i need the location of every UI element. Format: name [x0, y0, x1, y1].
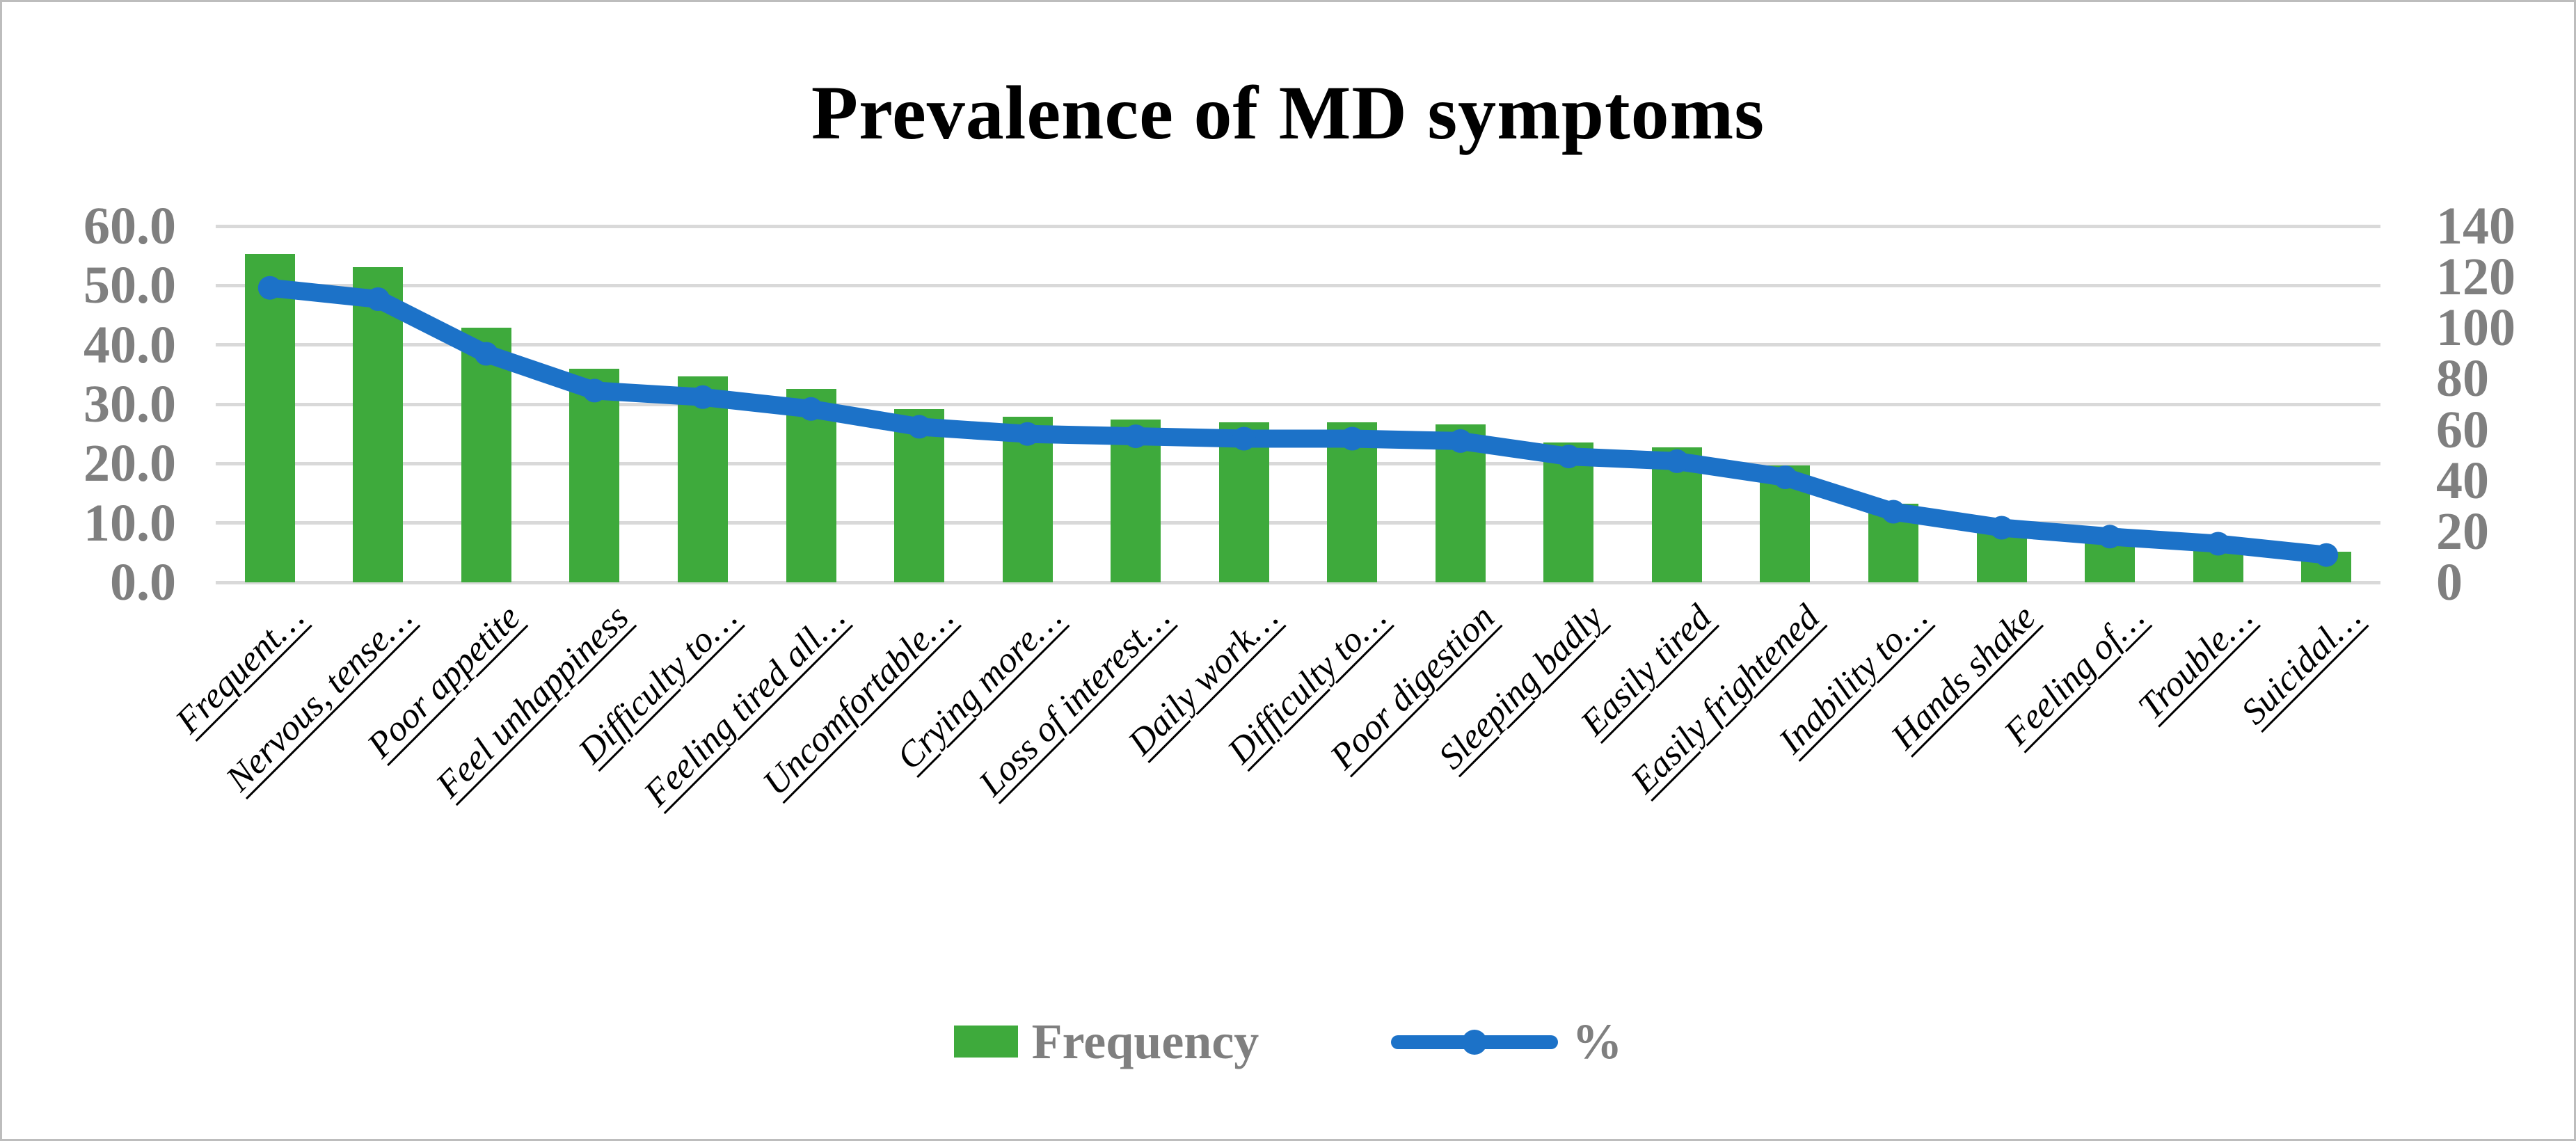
line-marker [1557, 445, 1581, 469]
y-axis-tick-right: 100 [2436, 298, 2515, 358]
line-marker [582, 378, 607, 403]
line-marker [474, 342, 498, 366]
line-marker [1989, 516, 2014, 540]
line-marker [799, 397, 823, 421]
chart-title: Prevalence of MD symptoms [811, 70, 1765, 155]
y-axis-tick-left: 50.0 [84, 256, 176, 315]
y-axis-tick-right: 60 [2436, 400, 2489, 459]
frequency-swatch-icon [953, 1026, 1018, 1058]
gridline [216, 343, 2380, 347]
legend-item-frequency: Frequency [953, 1014, 1259, 1069]
bar [786, 389, 836, 582]
legend-percent-label: % [1572, 1014, 1623, 1069]
y-axis-tick-right: 80 [2436, 349, 2489, 408]
line-marker [366, 287, 390, 311]
line-marker [1340, 426, 1365, 451]
line-marker [2314, 543, 2339, 567]
line-marker [1124, 424, 1148, 449]
line-marker [1664, 449, 1689, 473]
line-marker [2098, 525, 2122, 549]
line-marker [1232, 426, 1256, 451]
bar [677, 376, 728, 582]
y-axis-tick-right: 20 [2436, 502, 2489, 561]
category-label: Feeling tired all… [637, 597, 853, 814]
plot-area [216, 224, 2380, 584]
line-marker [1882, 500, 1905, 524]
line-marker [1448, 429, 1472, 453]
gridline [216, 580, 2380, 584]
line-marker [1773, 465, 1797, 489]
bar [353, 266, 404, 582]
category-label: Suicidal… [2233, 597, 2369, 733]
category-label: Uncomfortable… [755, 597, 962, 804]
bar [569, 368, 620, 582]
y-axis-tick-left: 10.0 [84, 493, 176, 552]
gridline [216, 402, 2380, 406]
y-axis-tick-left: 60.0 [84, 197, 176, 255]
y-axis-tick-left: 40.0 [84, 315, 176, 374]
y-axis-tick-left: 30.0 [84, 375, 176, 433]
gridline [216, 461, 2380, 465]
gridline [216, 283, 2380, 287]
line-marker [691, 385, 715, 409]
line-marker [2206, 532, 2230, 556]
category-label: Loss of interest… [971, 597, 1178, 804]
line-marker [907, 415, 932, 439]
y-axis-tick-left: 20.0 [84, 434, 176, 493]
percent-line [260, 278, 2336, 564]
bar [244, 254, 295, 582]
category-label: Feel unhappiness [428, 597, 637, 806]
category-label: Nervous, tense… [218, 597, 420, 799]
bar [461, 328, 511, 582]
legend-item-percent: % [1391, 1016, 1622, 1067]
y-axis-tick-right: 140 [2436, 197, 2515, 255]
percent-line-icon [1391, 1026, 1559, 1058]
gridline [216, 521, 2380, 525]
legend: Frequency % [2, 1016, 2574, 1067]
gridline [216, 224, 2380, 228]
y-axis-tick-left: 0.0 [110, 553, 176, 612]
y-axis-tick-right: 40 [2436, 451, 2489, 510]
line-marker [257, 276, 282, 300]
category-label: Easily frightened [1623, 597, 1827, 801]
y-axis-tick-right: 0 [2436, 553, 2463, 612]
y-axis-tick-right: 120 [2436, 248, 2515, 307]
percent-line-svg [257, 276, 2339, 567]
line-marker [1015, 422, 1040, 446]
legend-frequency-label: Frequency [1031, 1014, 1259, 1069]
